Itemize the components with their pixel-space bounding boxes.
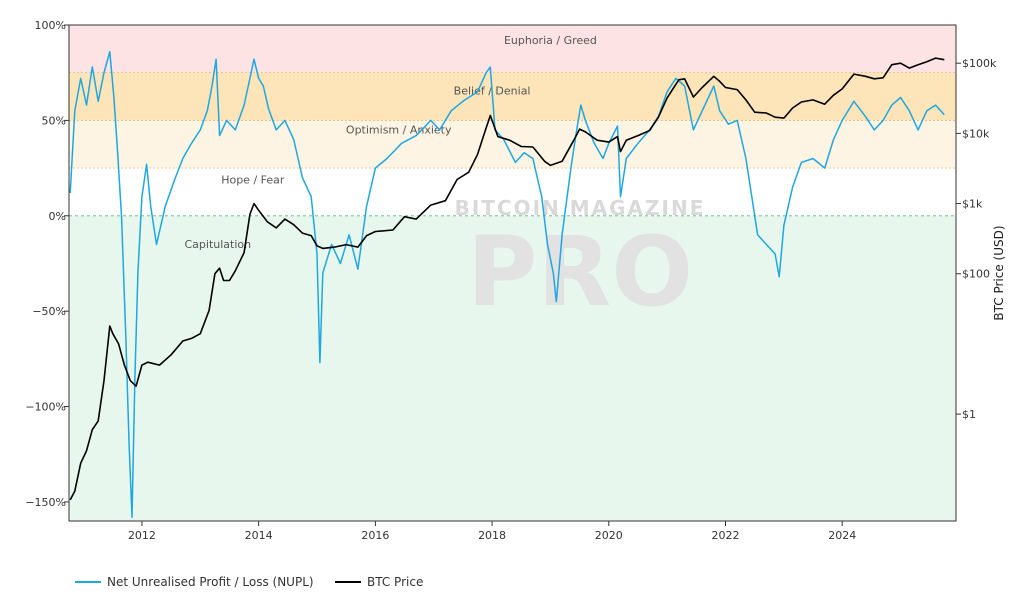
zone-capitulation xyxy=(69,215,956,521)
y-right-tick-label: $1 xyxy=(962,408,976,421)
watermark-line1: BITCOIN MAGAZINE xyxy=(455,196,706,220)
x-tick-label: 2014 xyxy=(245,529,273,542)
legend-item-btc-price[interactable]: BTC Price xyxy=(335,575,423,589)
legend[interactable]: Net Unrealised Profit / Loss (NUPL) BTC P… xyxy=(75,575,423,589)
zones-layer xyxy=(69,25,956,521)
x-tick-label: 2022 xyxy=(711,529,739,542)
y-left-tick-label: −150% xyxy=(25,496,66,509)
zone-label-euphoria-greed: Euphoria / Greed xyxy=(504,34,597,47)
plot-frame xyxy=(68,24,957,522)
legend-item-net-unrealised-profit-loss-nupl[interactable]: Net Unrealised Profit / Loss (NUPL) xyxy=(75,575,314,589)
x-tick-label: 2012 xyxy=(128,529,156,542)
y-left-tick-label: 0% xyxy=(49,210,66,223)
y-left-tick-label: 50% xyxy=(42,114,66,127)
axes-layer: 2012 2014 2016 2018 2020 2022 2024 100% 50% 0% −50… xyxy=(25,19,1006,542)
zone-euphoria-greed xyxy=(69,25,956,73)
zone-hope-fear xyxy=(69,168,956,216)
legend-label: Net Unrealised Profit / Loss (NUPL) xyxy=(107,575,314,589)
x-tick-label: 2016 xyxy=(361,529,389,542)
watermark-line2: PRO xyxy=(467,216,693,328)
series-line-net-unrealised-profit-loss-nupl xyxy=(69,50,945,518)
y-left-tick-label: −50% xyxy=(32,305,66,318)
x-tick-label: 2020 xyxy=(595,529,623,542)
x-tick-label: 2024 xyxy=(828,529,856,542)
y-right-tick-label: $100 xyxy=(962,268,990,281)
zone-optimism-anxiety xyxy=(69,120,956,169)
y-right-axis-title: BTC Price (USD) xyxy=(992,225,1006,320)
y-left-tick-label: −100% xyxy=(25,401,66,414)
x-tick-label: 2018 xyxy=(478,529,506,542)
y-right-tick-label: $1k xyxy=(962,198,983,211)
series-line-btc-price xyxy=(69,57,945,501)
series-layer xyxy=(69,50,945,518)
y-left-tick-label: 100% xyxy=(35,19,66,32)
zone-label-hope-fear: Hope / Fear xyxy=(221,173,285,186)
zone-label-capitulation: Capitulation xyxy=(184,238,251,251)
grid-layer xyxy=(69,72,956,217)
watermark: BITCOIN MAGAZINE PRO xyxy=(455,196,706,328)
legend-label: BTC Price xyxy=(367,575,423,589)
y-right-tick-label: $100k xyxy=(962,57,997,70)
y-right-tick-label: $10k xyxy=(962,127,990,140)
